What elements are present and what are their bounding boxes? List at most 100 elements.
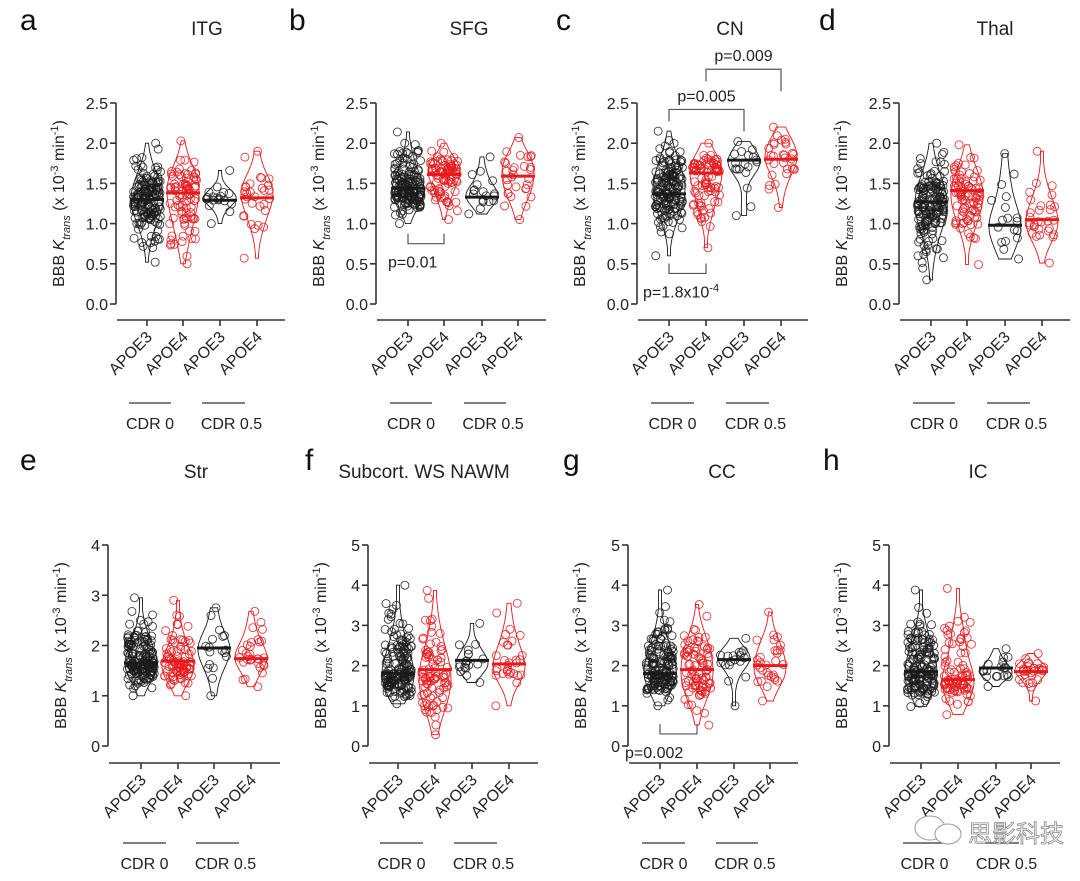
data-point xyxy=(148,666,158,676)
wechat-icon-bubble xyxy=(934,823,962,845)
violin-series xyxy=(764,122,799,212)
data-point xyxy=(660,211,670,221)
violin-series xyxy=(949,140,985,270)
panel-title: CN xyxy=(716,19,743,40)
data-point xyxy=(703,243,713,253)
data-point xyxy=(403,195,413,205)
data-point xyxy=(426,157,436,167)
data-point xyxy=(464,209,474,219)
y-axis-label: BBB Ktrans (x 10-3 min-1) xyxy=(51,562,75,729)
data-point xyxy=(425,616,435,626)
data-point xyxy=(742,183,752,193)
data-point xyxy=(664,135,674,145)
y-label-part: BBB xyxy=(834,250,851,286)
data-point xyxy=(663,217,673,227)
data-point xyxy=(186,202,196,212)
data-point xyxy=(927,683,937,693)
data-point xyxy=(389,651,398,661)
data-point xyxy=(395,618,405,628)
y-label-part: ) xyxy=(313,562,330,567)
data-point xyxy=(383,614,393,624)
data-point xyxy=(192,175,201,185)
y-label-part: -3 xyxy=(309,165,321,175)
data-point xyxy=(170,183,180,192)
y-tick-label: 3 xyxy=(91,588,100,605)
group-label: CDR 0.5 xyxy=(462,416,523,433)
y-axis-label: BBB Ktrans (x 10-3 min-1) xyxy=(832,562,856,729)
data-point xyxy=(404,177,414,187)
violin-series xyxy=(651,126,687,261)
data-point xyxy=(523,152,533,162)
panel-c: c CN 0.0 0.5 1.0 1.5 2.0 2.5 BBB Ktrans (x 10-3 … xyxy=(556,4,808,433)
data-point xyxy=(910,585,920,595)
y-label-part: BBB xyxy=(311,250,328,286)
data-point xyxy=(206,611,216,620)
data-point xyxy=(259,222,269,232)
data-point xyxy=(927,620,936,630)
y-label-part: -3 xyxy=(49,165,61,175)
violin-series xyxy=(491,598,527,711)
data-point xyxy=(388,604,398,614)
data-point xyxy=(937,218,947,228)
y-tick-label: 0 xyxy=(91,739,100,756)
data-point xyxy=(737,648,746,658)
data-point xyxy=(953,158,963,168)
y-tick-label: 2.0 xyxy=(869,136,891,153)
data-point xyxy=(416,156,426,166)
y-tick-label: 2 xyxy=(91,639,100,656)
data-point xyxy=(186,646,196,656)
panel-title: IC xyxy=(969,462,988,483)
data-point xyxy=(129,155,139,165)
data-point xyxy=(917,258,927,267)
data-point xyxy=(125,680,135,690)
data-point xyxy=(454,640,464,650)
data-point xyxy=(690,177,700,187)
data-point xyxy=(526,192,536,202)
data-point xyxy=(399,649,409,658)
data-point xyxy=(419,633,428,643)
data-point xyxy=(664,155,674,165)
data-point xyxy=(394,642,404,652)
data-point xyxy=(704,138,714,148)
data-point xyxy=(960,160,970,170)
data-point xyxy=(698,675,708,685)
data-point xyxy=(933,195,942,205)
y-label-part: (x 10 xyxy=(572,175,589,215)
data-point xyxy=(710,155,720,165)
y-axis-label: BBB Ktrans (x 10-3 min-1) xyxy=(570,120,594,287)
data-point xyxy=(706,186,716,196)
data-point xyxy=(427,621,437,631)
data-point xyxy=(382,656,392,666)
data-point xyxy=(947,639,957,649)
data-point xyxy=(467,170,477,179)
data-point xyxy=(505,624,515,634)
data-point xyxy=(922,216,932,226)
data-point xyxy=(151,138,161,148)
data-point xyxy=(997,237,1007,247)
data-point xyxy=(389,624,399,634)
violin-series xyxy=(417,585,453,740)
data-point xyxy=(916,686,926,696)
data-point xyxy=(177,200,187,210)
data-point xyxy=(245,179,255,189)
data-point xyxy=(913,168,923,178)
data-point xyxy=(656,657,665,667)
data-point xyxy=(953,616,963,626)
data-point xyxy=(184,649,194,659)
data-point xyxy=(461,663,471,673)
data-point xyxy=(992,671,1002,681)
data-point xyxy=(987,195,996,205)
data-point xyxy=(253,682,263,692)
data-point xyxy=(653,209,662,219)
significance-bracket xyxy=(668,108,745,132)
violin-series xyxy=(500,133,536,225)
y-label-part: -1 xyxy=(51,567,63,577)
y-tick-label: 5 xyxy=(351,538,360,555)
data-point xyxy=(239,211,249,221)
significance-bracket xyxy=(659,723,698,735)
y-tick-label: 0.0 xyxy=(346,297,368,314)
data-point xyxy=(942,710,952,720)
data-point xyxy=(903,630,913,640)
data-point xyxy=(1028,678,1037,688)
data-point xyxy=(1044,258,1054,268)
